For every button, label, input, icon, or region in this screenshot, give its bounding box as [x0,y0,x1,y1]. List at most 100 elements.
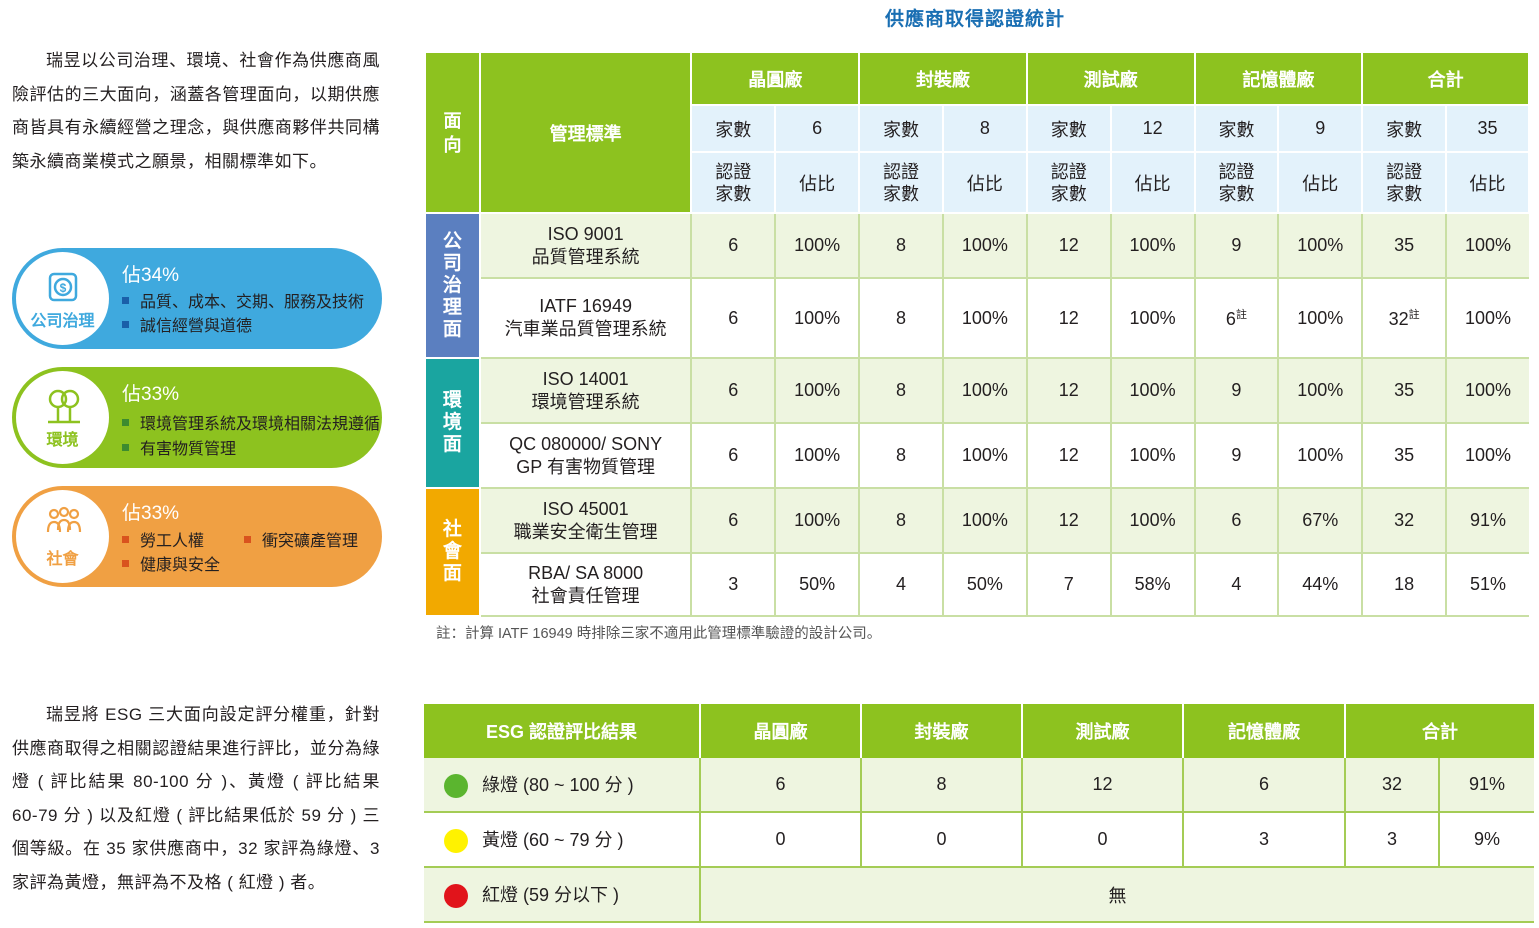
subheader-row: 認證家數 佔比 認證家數 佔比 認證家數 佔比 認證家數 佔比 認證家數 佔比 [425,151,1530,214]
pillar-item: 有害物質管理 [140,441,237,458]
table-cell: 100% [1109,488,1195,554]
rating-cell: 紅燈 (59 分以下 ) [424,867,700,923]
count-label: 家數 [690,104,777,153]
pillar-item: 環境管理系統及環境相關法規遵循 [140,416,381,433]
ratio-label: 佔比 [1109,151,1196,214]
header-row: ESG 認證評比結果 晶圓廠 封裝廠 測試廠 記憶體廠 合計 [424,704,1534,758]
table-cell: 3 [1344,812,1439,868]
table-cell: 0 [699,812,861,868]
pillar-label: 公司治理 [30,313,95,330]
count-label: 家數 [1025,104,1112,153]
table-row: 黃燈 (60 ~ 79 分 ) 0 0 0 3 3 9% [424,812,1534,868]
count-value: 6 [774,104,861,153]
ratio-label: 佔比 [1277,151,1364,214]
table-cell: 100% [1277,358,1363,424]
green-light-icon [444,774,468,799]
group-header: 測試廠 [1025,51,1196,106]
people-icon [46,506,82,533]
table-cell: 12 [1025,358,1111,424]
pillar-percent: 佔33% [122,384,180,405]
table-cell: 12 [1021,758,1183,813]
standard-cell: ISO 14001 環境管理系統 [478,358,692,424]
pillar-percent: 佔34% [122,265,180,286]
table-cell: 100% [1109,358,1195,424]
table-cell: 100% [1109,213,1195,279]
cert-count-label: 認證家數 [1025,151,1112,214]
table-cell: 7 [1025,553,1111,617]
group-header: 測試廠 [1021,704,1183,758]
table-cell: 100% [941,358,1027,424]
social-pillar: 社會 佔33% 勞工人權 健康與安全 衝突礦產管理 [12,486,382,587]
table-cell: 32 [1344,758,1439,813]
table-cell: 100% [1109,278,1195,359]
standard-cell: IATF 16949 汽車業品質管理系統 [478,278,692,359]
certification-table: 面向 管理標準 晶圓廠 封裝廠 測試廠 記憶體廠 合計 家數 6 家數 8 家數… [424,51,1530,617]
ratio-label: 佔比 [774,151,861,214]
standard-header: 管理標準 [478,51,693,214]
table-cell: 100% [941,488,1027,554]
table-cell: 67% [1277,488,1363,554]
group-header: 合計 [1344,704,1534,758]
red-light-icon [444,884,468,909]
group-header: 記憶體廠 [1193,51,1364,106]
table-cell: 6 [690,423,776,489]
table-row: 公司治理面 ISO 9001 品質管理系統 6 100% 8 100% 12 10… [424,212,1529,359]
count-row: 家數 6 家數 8 家數 12 家數 9 家數 35 [425,104,1530,153]
group-header: 晶圓廠 [699,704,861,758]
rating-header: ESG 認證評比結果 [424,704,700,758]
table-row: 社會面 ISO 45001 職業安全衛生管理 6 100% 8 100% 12 1… [424,487,1529,617]
table-cell: 9% [1438,812,1534,868]
table-row: IATF 16949 汽車業品質管理系統 6 100% 8 100% 12 100… [425,278,1529,359]
environment-pillar: 環境 佔33% 環境管理系統及環境相關法規遵循 有害物質管理 [12,367,382,468]
footnote-mark: 註 [1235,309,1247,321]
pillar-label: 社會 [46,551,79,568]
group-header: 記憶體廠 [1182,704,1345,758]
table-note: 註：計算 IATF 16949 時排除三家不適用此管理標準驗證的設計公司。 [436,626,882,642]
table-cell: 100% [774,213,860,279]
header-row: 面向 管理標準 晶圓廠 封裝廠 測試廠 記憶體廠 合計 [424,51,1530,214]
table-cell: 32註 [1361,278,1447,359]
table-cell: 100% [941,423,1027,489]
table-cell: 9 [1193,423,1279,489]
table-cell: 無 [699,867,1534,923]
table-cell: 6註 [1193,278,1279,359]
table-row: 綠燈 (80 ~ 100 分 ) 6 8 12 6 32 91% [424,758,1534,813]
intro-paragraph-1: 瑞昱以公司治理、環境、社會作為供應商風險評估的三大面向，涵蓋各管理面向，以期供應… [12,51,380,171]
table-cell: 4 [858,553,943,617]
table-cell: 35 [1361,213,1447,279]
table-row: RBA/ SA 8000 社會責任管理 3 50% 4 50% 7 58% 4 4… [425,553,1529,617]
table-cell: 6 [1193,488,1279,554]
table-cell: 8 [858,488,943,554]
table-cell: 12 [1025,213,1111,279]
table-cell: 6 [690,213,776,279]
table-cell: 4 [1193,553,1279,617]
table-cell: 100% [1109,423,1195,489]
pillar-percent: 佔33% [122,503,180,524]
count-value: 35 [1445,104,1530,153]
table-cell: 8 [860,758,1022,813]
dimension-environment: 環境面 [424,357,481,489]
table-cell: 35 [1361,423,1447,489]
table-cell: 100% [774,488,860,554]
table-cell: 6 [690,358,776,424]
standard-cell: ISO 9001 品質管理系統 [478,213,692,279]
table-cell: 50% [774,553,860,617]
table-cell: 12 [1025,423,1111,489]
tree-icon [48,389,80,424]
table-cell: 100% [1277,278,1363,359]
table-cell: 50% [941,553,1027,617]
table-row: QC 080000/ SONY GP 有害物質管理 6 100% 8 100% 1… [425,423,1529,489]
table-cell: 35 [1361,358,1447,424]
table-cell: 6 [1182,758,1345,813]
pillar-item: 誠信經營與道德 [140,318,253,335]
standard-cell: RBA/ SA 8000 社會責任管理 [478,553,692,617]
table-cell: 44% [1277,553,1363,617]
table-cell: 32 [1361,488,1447,554]
count-label: 家數 [1361,104,1448,153]
table-cell: 0 [860,812,1022,868]
count-value: 12 [1109,104,1196,153]
group-header: 合計 [1361,51,1530,106]
ratio-label: 佔比 [1445,151,1530,214]
standard-cell: ISO 45001 職業安全衛生管理 [478,488,692,554]
table-cell: 6 [699,758,861,813]
